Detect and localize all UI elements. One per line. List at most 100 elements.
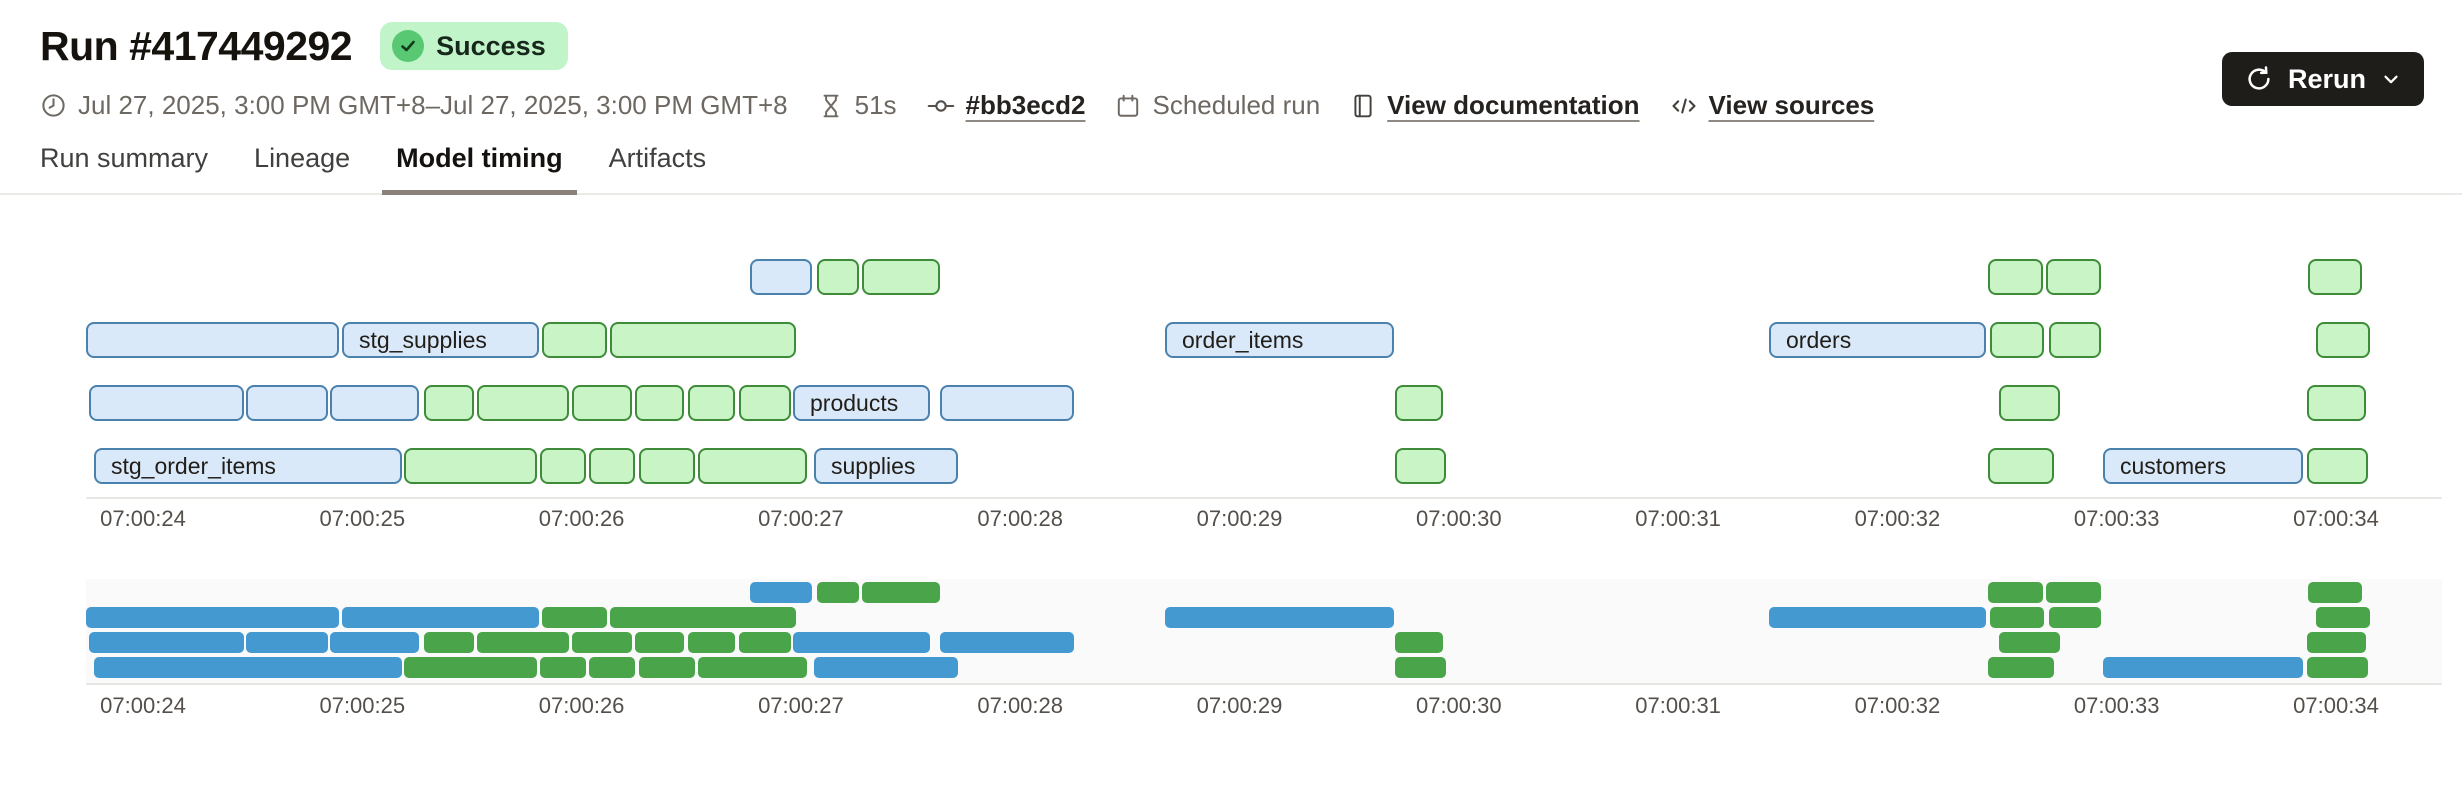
gantt-bar[interactable] [698,448,807,484]
chevron-down-icon [2380,68,2402,90]
axis-tick-label: 07:00:32 [1854,693,1941,718]
gantt-bar[interactable] [2316,322,2370,358]
minimap-bar [246,632,328,653]
gantt-bar-stg_order_items[interactable]: stg_order_items [94,448,402,484]
gantt-bar[interactable] [1395,385,1443,421]
gantt-bar[interactable] [404,448,537,484]
tab-bar: Run summary Lineage Model timing Artifac… [0,137,2462,195]
gantt-bar[interactable] [639,448,695,484]
minimap-bar [2046,582,2101,603]
minimap-bar [817,582,859,603]
gantt-bar[interactable] [477,385,569,421]
minimap-bar [1769,607,1986,628]
minimap-bar [2307,657,2368,678]
minimap-bar [2307,632,2366,653]
gantt-bar[interactable] [572,385,632,421]
run-trigger: Scheduled run [1115,90,1320,121]
gantt-bar[interactable] [635,385,684,421]
minimap-bar [2316,607,2370,628]
axis-tick-label: 07:00:32 [1854,506,1941,531]
minimap-bar [862,582,940,603]
gantt-bar[interactable] [2307,448,2368,484]
tab-lineage[interactable]: Lineage [254,143,351,173]
minimap-bar [342,607,539,628]
view-documentation: View documentation [1350,90,1640,121]
gantt-bar[interactable] [1990,322,2044,358]
gantt-bar-customers[interactable]: customers [2103,448,2303,484]
gantt-bar[interactable] [940,385,1074,421]
gantt-bar[interactable] [2307,385,2366,421]
gantt-bar[interactable] [2049,322,2101,358]
status-badge: Success [380,22,568,70]
gantt-bar[interactable] [330,385,419,421]
gantt-bar[interactable] [589,448,635,484]
axis-tick-label: 07:00:34 [2293,693,2379,718]
gantt-bar[interactable] [89,385,244,421]
tab-run-summary[interactable]: Run summary [40,143,209,173]
gantt-bar[interactable] [1988,448,2054,484]
axis-tick-label: 07:00:34 [2293,506,2379,531]
minimap-bar [698,657,807,678]
status-badge-label: Success [436,30,546,61]
view-documentation-link[interactable]: View documentation [1387,90,1640,120]
gantt-bar[interactable] [1395,448,1446,484]
minimap-bar [940,632,1074,653]
commit-link[interactable]: #bb3ecd2 [965,90,1086,120]
view-sources-link[interactable]: View sources [1708,90,1875,120]
git-commit-icon [927,92,955,120]
gantt-bar[interactable] [610,322,796,358]
gantt-bar-stg_supplies[interactable]: stg_supplies [342,322,539,358]
tab-model-timing[interactable]: Model timing [382,137,577,195]
gantt-bar[interactable] [688,385,735,421]
gantt-bar[interactable] [739,385,791,421]
minimap-bar [750,582,812,603]
axis-tick-label: 07:00:25 [319,506,406,531]
gantt-bar[interactable] [424,385,474,421]
gantt-bar[interactable] [2308,259,2362,295]
axis-tick-label: 07:00:29 [1196,506,1283,531]
minimap-bar [1165,607,1394,628]
axis-tick-label: 07:00:25 [319,693,406,718]
minimap-bar [94,657,402,678]
gantt-bar-products[interactable]: products [793,385,930,421]
gantt-bar[interactable] [542,322,607,358]
rerun-button[interactable]: Rerun [2221,52,2424,106]
minimap-bar [635,632,684,653]
minimap-bar [2049,607,2101,628]
minimap-bar [477,632,569,653]
minimap-bar [1395,657,1446,678]
page-title: Run #417449292 [40,22,353,69]
axis-tick-label: 07:00:26 [538,506,625,531]
gantt-bar[interactable] [540,448,586,484]
gantt-bar[interactable] [862,259,940,295]
gantt-bar[interactable] [246,385,328,421]
gantt-bar[interactable] [817,259,859,295]
gantt-bar-order_items[interactable]: order_items [1165,322,1394,358]
gantt-bar-label: customers [2120,452,2227,479]
success-check-icon [392,30,425,62]
gantt-bar-label: supplies [831,452,916,479]
minimap-axis-line [86,683,2442,685]
gantt-bar-label: orders [1786,326,1852,353]
axis-tick-label: 07:00:29 [1196,693,1283,718]
minimap-bar [1395,632,1443,653]
clock-icon [40,92,67,119]
run-dates: Jul 27, 2025, 3:00 PM GMT+8–Jul 27, 2025… [40,90,788,121]
axis-tick-label: 07:00:33 [2073,693,2160,718]
run-dates-label: Jul 27, 2025, 3:00 PM GMT+8–Jul 27, 2025… [78,90,788,120]
gantt-bar[interactable] [2046,259,2101,295]
axis-tick-label: 07:00:31 [1635,506,1721,531]
gantt-bar[interactable] [86,322,339,358]
refresh-icon [2244,64,2274,94]
tab-artifacts[interactable]: Artifacts [608,143,707,173]
minimap-bar [540,657,586,678]
minimap-bar [1988,582,2043,603]
gantt-bar-supplies[interactable]: supplies [814,448,958,484]
gantt-bar[interactable] [1988,259,2043,295]
minimap-bar [1990,607,2044,628]
gantt-bar[interactable] [750,259,812,295]
axis-tick-label: 07:00:27 [758,506,844,531]
run-meta-row: Jul 27, 2025, 3:00 PM GMT+8–Jul 27, 2025… [40,90,2462,121]
gantt-bar-orders[interactable]: orders [1769,322,1986,358]
gantt-bar[interactable] [1999,385,2060,421]
